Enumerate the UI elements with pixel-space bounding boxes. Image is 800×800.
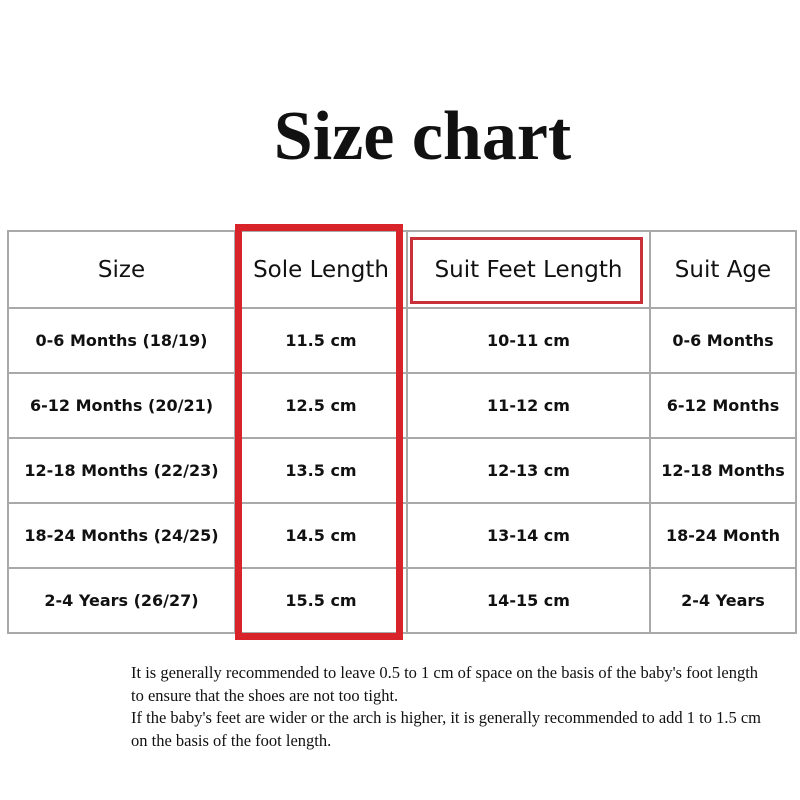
- cell-suit-age: 12-18 Months: [649, 437, 797, 504]
- table-header-row: Size Sole Length Suit Feet Length Suit A…: [7, 230, 797, 309]
- cell-suit-age: 2-4 Years: [649, 567, 797, 634]
- cell-size: 6-12 Months (20/21): [7, 372, 236, 439]
- cell-suit-age: 0-6 Months: [649, 307, 797, 374]
- cell-suit-feet-length: 12-13 cm: [406, 437, 651, 504]
- cell-sole-length: 13.5 cm: [234, 437, 408, 504]
- cell-suit-feet-length: 14-15 cm: [406, 567, 651, 634]
- cell-suit-age: 6-12 Months: [649, 372, 797, 439]
- sizing-notes: It is generally recommended to leave 0.5…: [131, 662, 771, 752]
- table-row: 6-12 Months (20/21) 12.5 cm 11-12 cm 6-12 M…: [7, 372, 797, 439]
- cell-suit-feet-length: 11-12 cm: [406, 372, 651, 439]
- table-row: 0-6 Months (18/19) 11.5 cm 10-11 cm 0-6 Mon…: [7, 307, 797, 374]
- table-row: 2-4 Years (26/27) 15.5 cm 14-15 cm 2-4 Year…: [7, 567, 797, 634]
- cell-size: 0-6 Months (18/19): [7, 307, 236, 374]
- cell-sole-length: 11.5 cm: [234, 307, 408, 374]
- header-size: Size: [7, 230, 236, 309]
- table-row: 18-24 Months (24/25) 14.5 cm 13-14 cm 18-24…: [7, 502, 797, 569]
- page-title: Size chart: [273, 98, 572, 175]
- cell-size: 12-18 Months (22/23): [7, 437, 236, 504]
- cell-suit-age: 18-24 Month: [649, 502, 797, 569]
- table-row: 12-18 Months (22/23) 13.5 cm 12-13 cm 12-18…: [7, 437, 797, 504]
- note-line: It is generally recommended to leave 0.5…: [131, 663, 759, 705]
- cell-suit-feet-length: 10-11 cm: [406, 307, 651, 374]
- cell-size: 18-24 Months (24/25): [7, 502, 236, 569]
- sole-length-highlight-box: [235, 224, 403, 640]
- cell-sole-length: 14.5 cm: [234, 502, 408, 569]
- size-table: Size Sole Length Suit Feet Length Suit A…: [7, 230, 797, 634]
- cell-sole-length: 12.5 cm: [234, 372, 408, 439]
- suit-feet-length-highlight-box: [410, 237, 643, 304]
- note-line: If the baby's feet are wider or the arch…: [131, 708, 762, 750]
- cell-size: 2-4 Years (26/27): [7, 567, 236, 634]
- header-suit-feet-length: Suit Feet Length: [406, 230, 651, 309]
- cell-suit-feet-length: 13-14 cm: [406, 502, 651, 569]
- header-suit-age: Suit Age: [649, 230, 797, 309]
- header-sole-length: Sole Length: [234, 230, 408, 309]
